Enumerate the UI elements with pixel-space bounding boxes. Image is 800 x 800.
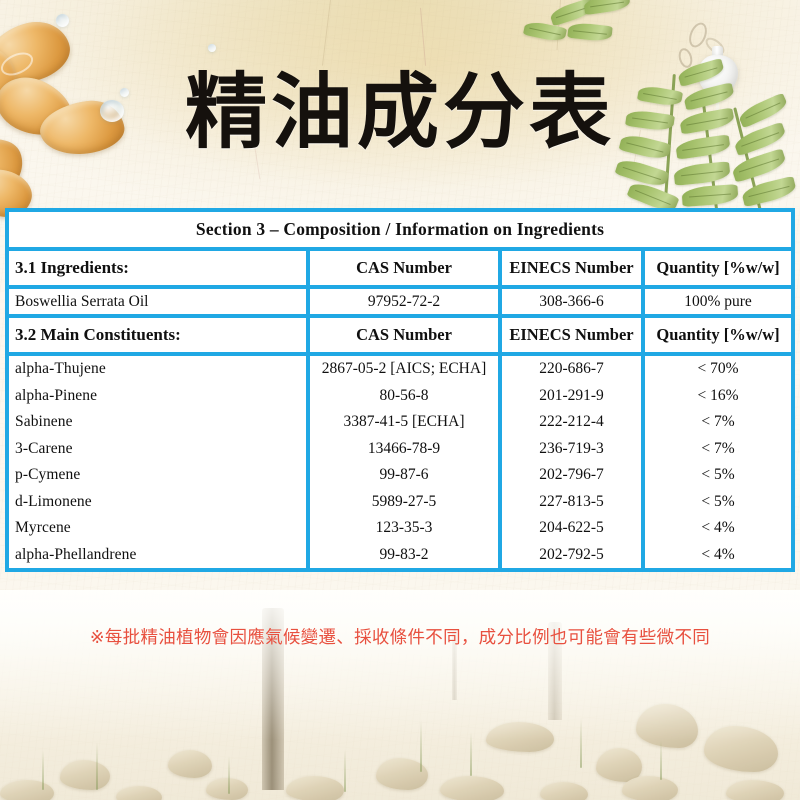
table-row: d-Limonene 5989-27-5 227-813-5 < 5% [5, 488, 796, 515]
table-row: 3-Carene 13466-78-9 236-719-3 < 7% [5, 435, 796, 462]
constituent-einecs: 220-686-7 [502, 356, 645, 383]
constituent-name: Myrcene [5, 515, 310, 542]
footnote-disclaimer: ※每批精油植物會因應氣候變遷、採收條件不同，成分比例也可能會有些微不同 [89, 628, 711, 648]
grass-blade [96, 742, 98, 790]
table-row: Boswellia Serrata Oil 97952-72-2 308-366… [5, 289, 796, 318]
grass-blade [420, 720, 422, 772]
constituent-name: 3-Carene [5, 435, 310, 462]
constituent-einecs: 222-212-4 [502, 409, 645, 436]
grass-blade [660, 740, 662, 780]
header-einecs: EINECS Number [502, 318, 645, 356]
constituent-cas: 99-87-6 [310, 462, 502, 489]
grass-blade [228, 756, 230, 794]
constituent-quantity: < 5% [645, 462, 796, 489]
table-header-row-ingredients: 3.1 Ingredients: CAS Number EINECS Numbe… [5, 251, 796, 289]
constituent-einecs: 236-719-3 [502, 435, 645, 462]
constituent-cas: 99-83-2 [310, 541, 502, 572]
constituent-name: d-Limonene [5, 488, 310, 515]
table-row: p-Cymene 99-87-6 202-796-7 < 5% [5, 462, 796, 489]
header-quantity: Quantity [%w/w] [645, 251, 796, 289]
rock [286, 776, 344, 800]
table-header-row-constituents: 3.2 Main Constituents: CAS Number EINECS… [5, 318, 796, 356]
water-droplet-icon [100, 100, 124, 122]
mist-overlay [0, 590, 800, 740]
table-row: Myrcene 123-35-3 204-622-5 < 4% [5, 515, 796, 542]
constituent-cas: 3387-41-5 [ECHA] [310, 409, 502, 436]
table-row: Sabinene 3387-41-5 [ECHA] 222-212-4 < 7% [5, 409, 796, 436]
rock [116, 786, 162, 800]
constituent-einecs: 202-796-7 [502, 462, 645, 489]
constituent-cas: 80-56-8 [310, 382, 502, 409]
table-section-title-row: Section 3 – Composition / Information on… [5, 208, 796, 251]
constituent-name: p-Cymene [5, 462, 310, 489]
rock [60, 760, 110, 790]
constituent-quantity: < 16% [645, 382, 796, 409]
table-row: alpha-Phellandrene 99-83-2 202-792-5 < 4… [5, 541, 796, 572]
ingredient-einecs: 308-366-6 [502, 289, 645, 318]
rock [0, 780, 54, 800]
constituent-einecs: 201-291-9 [502, 382, 645, 409]
constituent-quantity: < 5% [645, 488, 796, 515]
rock [206, 778, 248, 800]
constituent-einecs: 202-792-5 [502, 541, 645, 572]
header-ingredients-label: 3.1 Ingredients: [5, 251, 310, 289]
table-row: alpha-Pinene 80-56-8 201-291-9 < 16% [5, 382, 796, 409]
constituent-quantity: < 7% [645, 435, 796, 462]
grass-blade [580, 718, 582, 768]
oil-bottle-neck [712, 46, 723, 62]
constituent-cas: 123-35-3 [310, 515, 502, 542]
leaflet [673, 161, 731, 186]
rock [596, 748, 642, 782]
ingredient-quantity: 100% pure [645, 289, 796, 318]
constituent-name: Sabinene [5, 409, 310, 436]
rock [622, 776, 678, 800]
leaflet [681, 184, 739, 207]
grass-blade [42, 750, 44, 790]
water-droplet-icon [208, 44, 216, 52]
ingredient-name: Boswellia Serrata Oil [5, 289, 310, 318]
constituent-quantity: < 4% [645, 541, 796, 572]
rock [376, 758, 428, 790]
constituent-cas: 5989-27-5 [310, 488, 502, 515]
constituent-name: alpha-Phellandrene [5, 541, 310, 572]
leaflet [567, 21, 613, 43]
constituent-name: alpha-Thujene [5, 356, 310, 383]
constituent-cas: 13466-78-9 [310, 435, 502, 462]
constituent-cas: 2867-05-2 [AICS; ECHA] [310, 356, 502, 383]
leaflet [583, 0, 631, 16]
ingredient-cas: 97952-72-2 [310, 289, 502, 318]
rock [168, 750, 212, 778]
constituent-quantity: < 4% [645, 515, 796, 542]
table-row: alpha-Thujene 2867-05-2 [AICS; ECHA] 220… [5, 356, 796, 383]
water-droplet-icon [120, 88, 129, 97]
constituent-quantity: < 70% [645, 356, 796, 383]
header-cas: CAS Number [310, 318, 502, 356]
water-droplet-icon [56, 14, 69, 27]
rock [726, 780, 784, 800]
section-title: Section 3 – Composition / Information on… [5, 208, 796, 251]
header-constituents-label: 3.2 Main Constituents: [5, 318, 310, 356]
header-einecs: EINECS Number [502, 251, 645, 289]
constituent-name: alpha-Pinene [5, 382, 310, 409]
composition-table: Section 3 – Composition / Information on… [5, 208, 796, 572]
header-cas: CAS Number [310, 251, 502, 289]
leaflet [740, 175, 798, 208]
composition-table-wrapper: Section 3 – Composition / Information on… [5, 208, 796, 572]
constituent-einecs: 227-813-5 [502, 488, 645, 515]
constituent-quantity: < 7% [645, 409, 796, 436]
constituent-einecs: 204-622-5 [502, 515, 645, 542]
grass-blade [470, 732, 472, 776]
rock [540, 782, 588, 800]
rock [440, 776, 504, 800]
header-quantity: Quantity [%w/w] [645, 318, 796, 356]
grass-blade [344, 750, 346, 792]
page-title: 精油成分表 [184, 65, 615, 160]
